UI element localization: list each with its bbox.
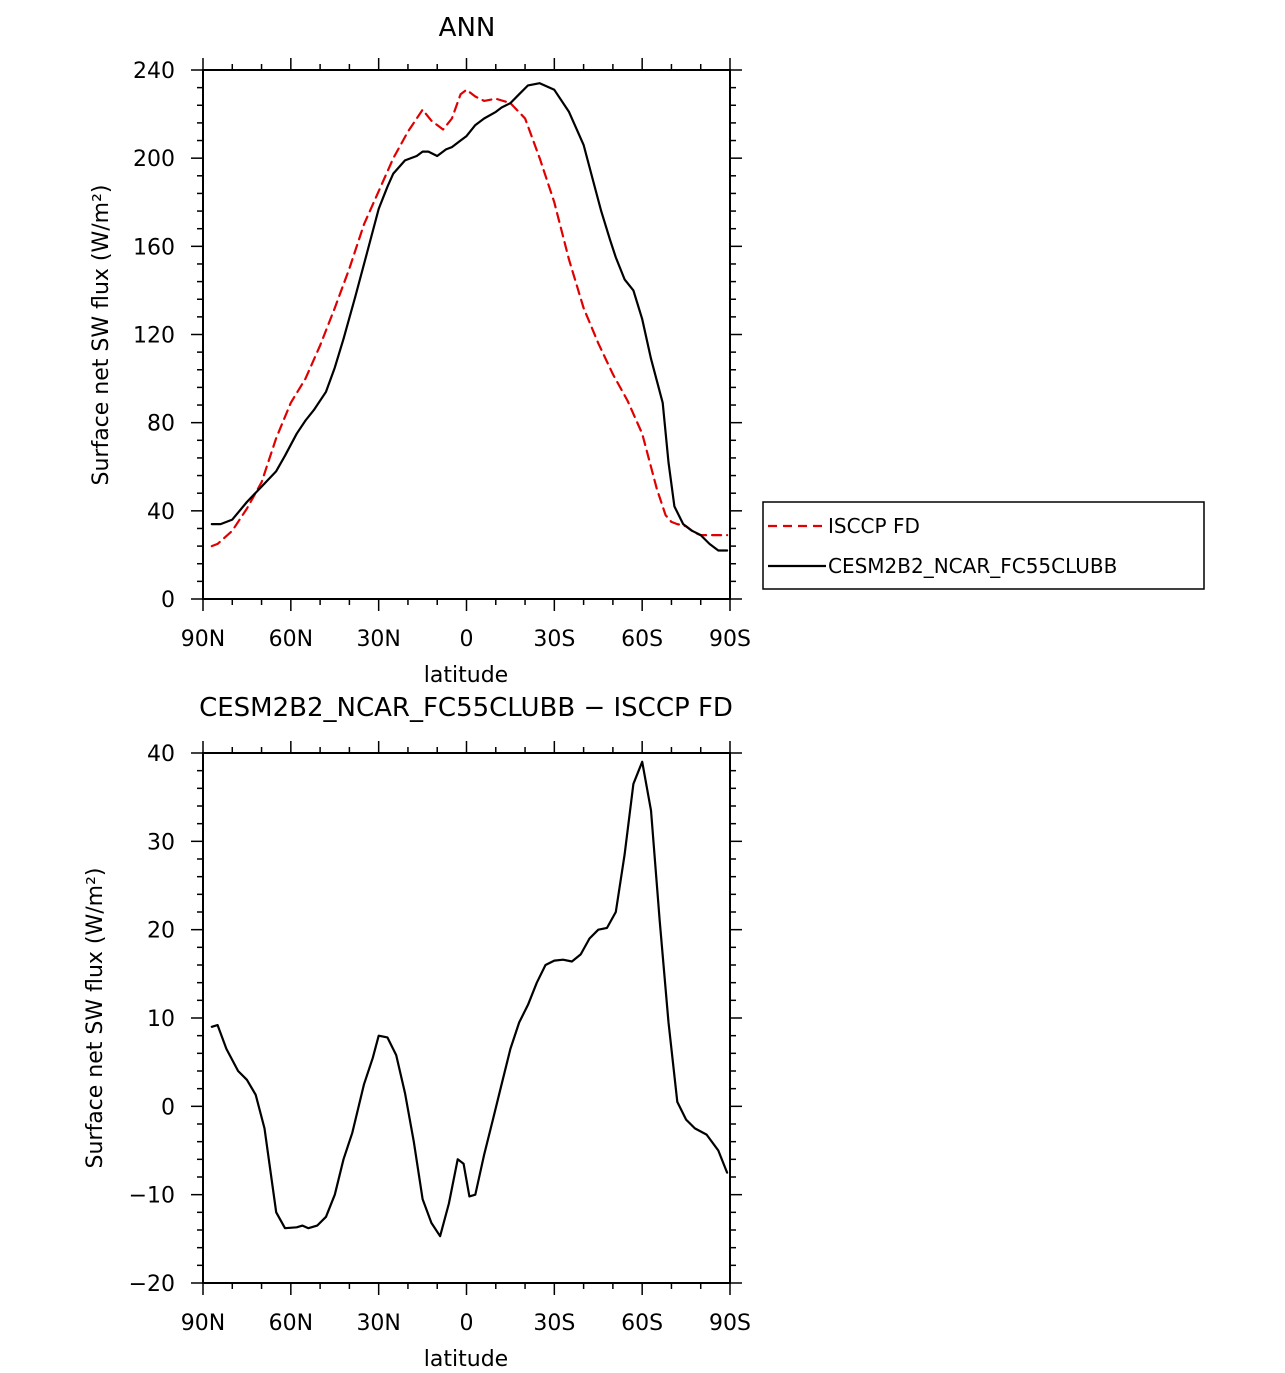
legend: ISCCP FD CESM2B2_NCAR_FC55CLUBB [762, 501, 1205, 590]
bottom-series-line-cesm [210, 760, 729, 1238]
bottom-y-axis-label: Surface net SW flux (W/m²) [83, 867, 108, 1168]
x-tick-label: 30N [356, 627, 400, 652]
bottom-y-axis: −20 −10 0 10 20 30 40 [129, 742, 742, 1297]
top-y-axis: 0 40 80 120 160 200 240 [133, 59, 742, 613]
y-tick-label: 160 [133, 235, 175, 260]
top-series-line-cesm [210, 82, 729, 552]
bottom-series-group [210, 760, 729, 1238]
bottom-x-axis-label: latitude [424, 1347, 508, 1372]
bottom-plot-frame [202, 752, 731, 1284]
bottom-panel: CESM2B2_NCAR_FC55CLUBB − ISCCP FD −20 −10… [83, 693, 751, 1372]
x-tick-label: 60S [621, 627, 663, 652]
x-tick-label: 90S [709, 627, 751, 652]
top-plot-title: ANN [439, 13, 496, 43]
y-tick-label: 30 [147, 830, 175, 855]
y-tick-label: 10 [147, 1007, 175, 1032]
x-tick-label: 60S [621, 1311, 663, 1336]
y-tick-label: 40 [147, 742, 175, 767]
x-tick-label: 60N [269, 627, 313, 652]
top-y-axis-label: Surface net SW flux (W/m²) [89, 184, 114, 485]
legend-box [762, 501, 1205, 590]
x-tick-label: 90N [181, 627, 225, 652]
y-tick-label: 80 [147, 412, 175, 437]
x-tick-label: 60N [269, 1311, 313, 1336]
y-tick-label: 20 [147, 919, 175, 944]
legend-label-isccp: ISCCP FD [828, 514, 920, 538]
top-x-axis-label: latitude [424, 663, 508, 688]
top-plot-frame [202, 69, 731, 600]
y-tick-label: 120 [133, 324, 175, 349]
y-tick-label: −10 [129, 1184, 175, 1209]
x-tick-label: 90S [709, 1311, 751, 1336]
bottom-x-axis: 90N 60N 30N 0 30S 60S 90S [181, 741, 751, 1336]
top-series-group [210, 82, 729, 552]
y-tick-label: 240 [133, 59, 175, 84]
y-tick-label: −20 [129, 1272, 175, 1297]
x-tick-label: 0 [460, 1311, 474, 1336]
y-tick-label: 0 [161, 1095, 175, 1120]
x-tick-label: 30S [533, 1311, 575, 1336]
y-tick-label: 200 [133, 147, 175, 172]
x-tick-label: 30S [533, 627, 575, 652]
y-tick-label: 40 [147, 500, 175, 525]
legend-label-cesm: CESM2B2_NCAR_FC55CLUBB [828, 554, 1117, 578]
x-tick-label: 30N [356, 1311, 400, 1336]
bottom-plot-title: CESM2B2_NCAR_FC55CLUBB − ISCCP FD [199, 693, 733, 723]
top-x-axis: 90N 60N 30N 0 30S 60S 90S [181, 58, 751, 652]
x-tick-label: 0 [460, 627, 474, 652]
y-tick-label: 0 [161, 588, 175, 613]
x-tick-label: 90N [181, 1311, 225, 1336]
top-series-line-isccp [210, 88, 729, 548]
